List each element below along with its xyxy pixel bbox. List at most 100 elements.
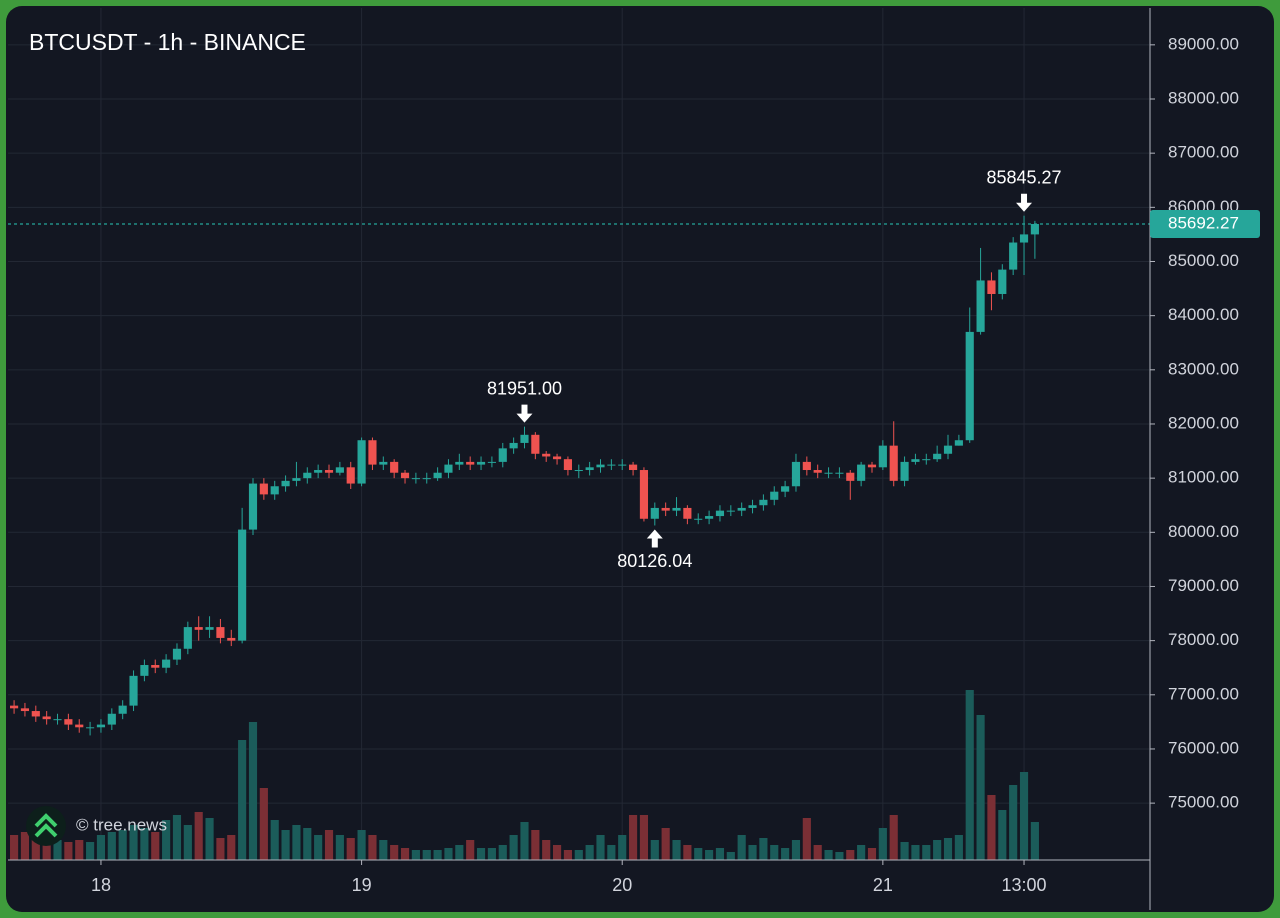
candle-body <box>683 507 692 519</box>
volume-bar <box>650 840 659 860</box>
candle-body <box>542 453 551 457</box>
y-tick-label: 81000.00 <box>1168 468 1239 487</box>
candle-body <box>574 470 583 472</box>
volume-bar <box>987 795 996 860</box>
volume-bar <box>183 825 192 860</box>
candle-body <box>96 724 106 728</box>
volume-bar <box>75 840 84 860</box>
volume-bar <box>433 850 442 860</box>
candle-body <box>911 459 920 462</box>
candle-body <box>292 478 301 481</box>
y-tick-label: 84000.00 <box>1168 305 1239 324</box>
candle-body <box>314 470 323 473</box>
y-tick-label: 87000.00 <box>1168 143 1239 162</box>
candle-body <box>639 470 649 519</box>
candle-body <box>75 724 84 728</box>
volume-bar <box>422 850 431 860</box>
candle-body <box>585 467 594 471</box>
y-tick-label: 75000.00 <box>1168 793 1239 812</box>
candle-body <box>335 467 344 473</box>
y-tick-label: 82000.00 <box>1168 413 1239 432</box>
volume-bar <box>531 830 540 860</box>
y-tick-label: 79000.00 <box>1168 576 1239 595</box>
candle-body <box>270 486 279 495</box>
volume-bar <box>552 845 562 860</box>
volume-bar <box>715 848 725 860</box>
annotation-arrow <box>1016 193 1033 212</box>
candle-body <box>509 442 518 449</box>
candle-body <box>661 507 670 511</box>
volume-bar <box>813 845 822 860</box>
candle-body <box>954 440 963 446</box>
candle-body <box>976 280 985 332</box>
candle-body <box>878 445 887 468</box>
candle-body <box>10 705 19 709</box>
candle-body <box>390 461 399 473</box>
candle-body <box>140 665 149 676</box>
volume-bar <box>683 845 692 860</box>
y-tick-label: 78000.00 <box>1168 630 1239 649</box>
candle-body <box>531 434 540 454</box>
candle-body <box>1019 234 1029 243</box>
volume-bar <box>520 822 529 860</box>
y-tick-label: 83000.00 <box>1168 359 1239 378</box>
candle-body <box>1030 223 1039 235</box>
candle-body <box>151 665 160 668</box>
volume-bar <box>162 820 171 860</box>
volume-bar <box>878 828 887 860</box>
candle-body <box>607 464 616 466</box>
candle-body <box>629 464 638 471</box>
x-tick-label: 19 <box>352 875 372 895</box>
candle-body <box>943 445 953 454</box>
candle-body <box>411 478 420 480</box>
candle-body <box>444 464 453 473</box>
x-tick-label: 13:00 <box>1002 875 1047 895</box>
volume-bar <box>607 845 616 860</box>
volume-bar <box>846 850 855 860</box>
candle-body <box>324 470 334 473</box>
candle-body <box>476 461 486 465</box>
volume-bar <box>140 828 149 860</box>
candle-body <box>20 708 30 712</box>
annotation-label: 81951.00 <box>487 378 562 398</box>
candle-body <box>737 507 746 511</box>
candle-layer <box>10 215 1039 736</box>
x-tick-label: 20 <box>612 875 632 895</box>
candle-body <box>824 472 833 474</box>
candle-body <box>694 518 703 520</box>
candle-body <box>172 648 182 660</box>
volume-bar <box>585 845 594 860</box>
watermark-text: © tree.news <box>76 815 167 834</box>
volume-bar <box>933 840 942 860</box>
volume-bar <box>379 840 388 860</box>
volume-bar <box>400 848 410 860</box>
volume-bar <box>227 835 236 860</box>
candle-body <box>183 627 192 649</box>
candle-body <box>867 464 877 468</box>
candle-body <box>618 464 627 466</box>
volume-bar <box>346 838 355 860</box>
grid <box>8 8 1150 860</box>
volume-bar <box>324 830 334 860</box>
candle-body <box>259 483 268 495</box>
candle-body <box>846 472 855 481</box>
volume-bar <box>759 838 768 860</box>
candle-body <box>162 659 171 668</box>
candle-body <box>31 711 40 717</box>
volume-bar <box>770 845 779 860</box>
panel <box>6 6 1274 912</box>
volume-bar <box>824 850 833 860</box>
volume-bar <box>107 832 116 860</box>
candle-body <box>227 637 236 641</box>
volume-bar <box>509 835 518 860</box>
candle-body <box>238 529 247 641</box>
volume-bar <box>791 840 801 860</box>
candle-body <box>726 510 735 512</box>
volume-bar <box>726 852 735 860</box>
volume-bar <box>216 838 225 860</box>
volume-bar <box>238 740 247 860</box>
candle-body <box>64 719 73 725</box>
candle-body <box>715 510 725 517</box>
